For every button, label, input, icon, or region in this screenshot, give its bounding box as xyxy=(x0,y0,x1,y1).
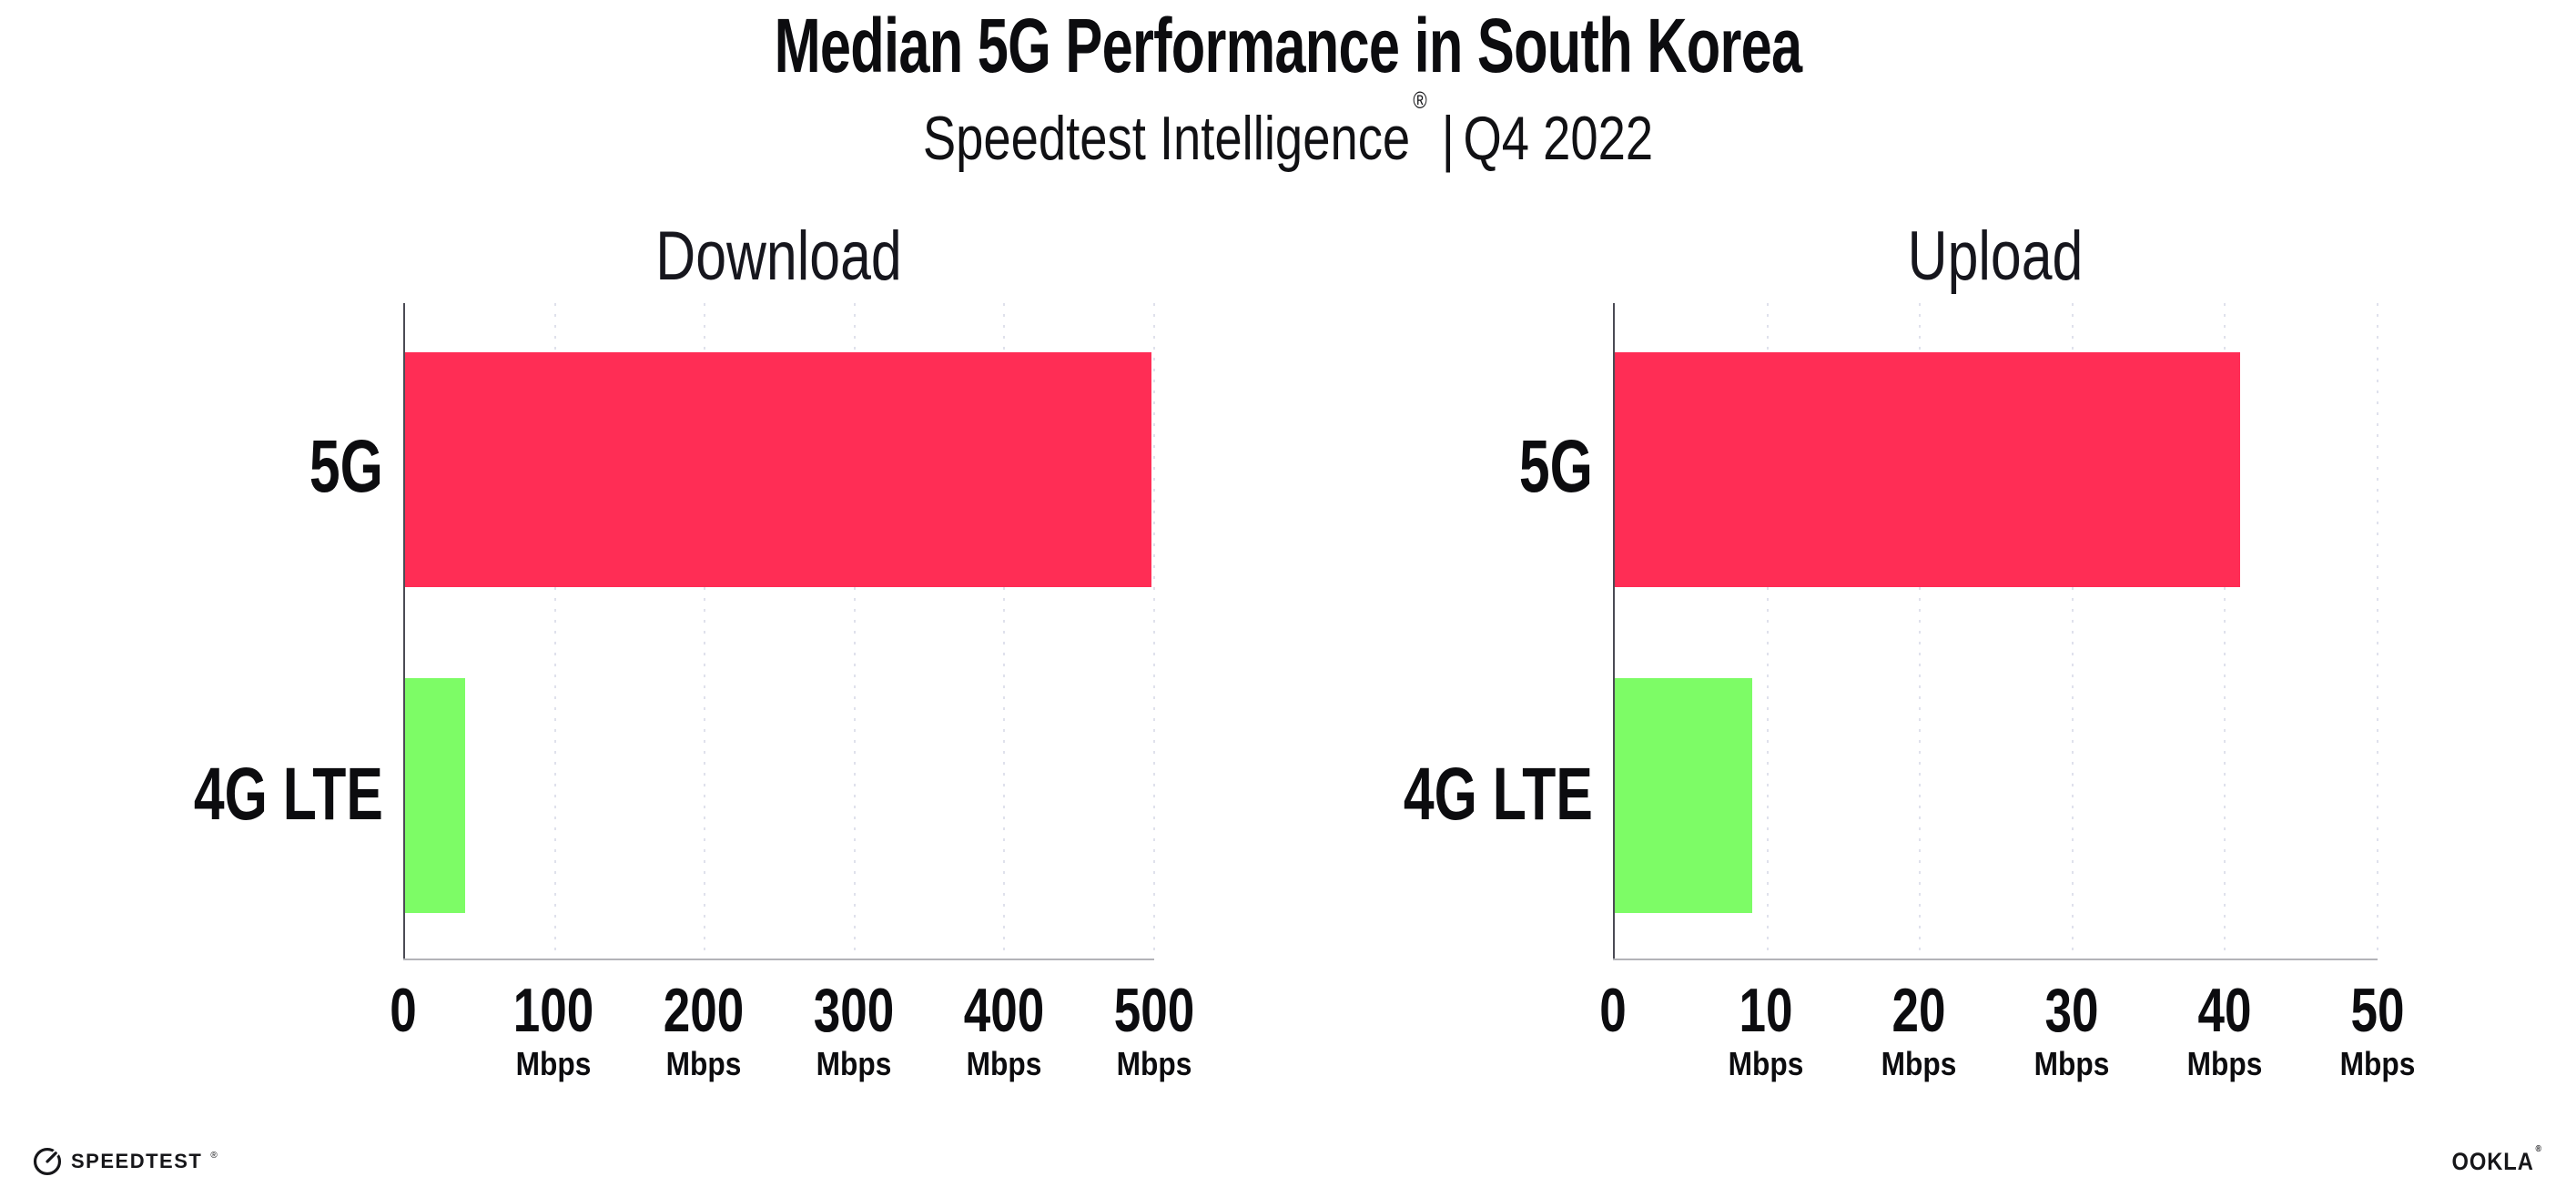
tick-unit: Mbps xyxy=(2339,1045,2416,1082)
charts-row: Download 5G 4G LTE 0 100 Mbps 200 Mbps 300 Mbps 40… xyxy=(0,218,2576,1095)
gridline-400 xyxy=(1003,303,1006,959)
category-label-5g: 5G xyxy=(309,425,383,508)
x-tick-300: 300 Mbps xyxy=(802,959,905,1081)
x-tick-200: 200 Mbps xyxy=(652,959,755,1081)
tick-value: 100 xyxy=(512,976,594,1045)
page-title: Median 5G Performance in South Korea xyxy=(774,3,1803,88)
tick-unit: Mbps xyxy=(1116,1045,1192,1082)
plot-area-download xyxy=(403,303,1155,960)
gridline-40 xyxy=(2224,303,2226,959)
bar-5g xyxy=(1615,352,2241,587)
gridline-10 xyxy=(1766,303,1769,959)
tick-value: 30 xyxy=(2044,976,2099,1045)
tick-unit: Mbps xyxy=(1728,1045,1804,1082)
category-label-5g: 5G xyxy=(1518,425,1593,508)
tick-unit: Mbps xyxy=(2033,1045,2110,1082)
header: Median 5G Performance in South Korea Spe… xyxy=(0,0,2576,173)
speedtest-gauge-icon xyxy=(33,1147,62,1176)
ookla-logo: OOKLA ® xyxy=(2451,1144,2542,1176)
subtitle-product: Speedtest Intelligence xyxy=(922,104,1411,173)
x-tick-0: 0 xyxy=(386,959,421,1041)
tick-unit: Mbps xyxy=(966,1045,1042,1082)
tick-value: 200 xyxy=(663,976,745,1045)
tick-value: 300 xyxy=(813,976,895,1045)
y-axis-labels: 5G 4G LTE xyxy=(167,303,403,959)
page-subtitle: Speedtest Intelligence® | Q4 2022 xyxy=(258,88,2318,173)
x-tick-500: 500 Mbps xyxy=(1102,959,1205,1081)
tick-value: 50 xyxy=(2350,976,2405,1045)
x-tick-400: 400 Mbps xyxy=(952,959,1055,1081)
tick-value: 500 xyxy=(1113,976,1195,1045)
plot-row-download: 5G 4G LTE xyxy=(167,303,1155,960)
x-tick-40: 40 Mbps xyxy=(2182,959,2267,1081)
bar-4g-lte xyxy=(1615,677,1752,913)
chart-title-text: Download xyxy=(655,218,902,295)
speedtest-logo-text: SPEEDTEST xyxy=(71,1150,203,1172)
x-tick-0: 0 xyxy=(1596,959,1630,1041)
gridline-100 xyxy=(553,303,556,959)
tick-value: 0 xyxy=(1599,976,1627,1045)
tick-unit: Mbps xyxy=(515,1045,592,1082)
plot-row-upload: 5G 4G LTE xyxy=(1376,303,2378,960)
subtitle-period: Q4 2022 xyxy=(1463,104,1654,173)
tick-unit: Mbps xyxy=(665,1045,742,1082)
gridline-50 xyxy=(2377,303,2378,959)
x-axis-download: 0 100 Mbps 200 Mbps 300 Mbps 400 Mbps 500 Mbps xyxy=(390,959,1194,1095)
chart-upload: Upload 5G 4G LTE 0 10 Mbps 20 Mbps 30 Mbps 40 Mbps 5… xyxy=(1376,218,2415,1095)
tick-value: 400 xyxy=(963,976,1045,1045)
tick-value: 0 xyxy=(390,976,417,1045)
chart-title-download: Download xyxy=(403,218,1154,295)
tick-unit: Mbps xyxy=(1881,1045,1957,1082)
chart-title-text: Upload xyxy=(1907,218,2084,295)
tick-value: 10 xyxy=(1739,976,1793,1045)
bar-5g xyxy=(405,352,1151,587)
speedtest-logo: SPEEDTEST ® xyxy=(32,1146,218,1177)
bar-4g-lte xyxy=(405,677,465,913)
speedtest-reg-mark: ® xyxy=(210,1150,218,1161)
gridline-200 xyxy=(704,303,706,959)
gridline-500 xyxy=(1153,303,1155,959)
x-tick-20: 20 Mbps xyxy=(1876,959,1962,1081)
footer: SPEEDTEST ® OOKLA ® xyxy=(32,1144,2542,1177)
subtitle-separator: | xyxy=(1441,104,1455,173)
gridline-300 xyxy=(853,303,856,959)
tick-value: 20 xyxy=(1891,976,1946,1045)
tick-value: 40 xyxy=(2197,976,2252,1045)
x-tick-100: 100 Mbps xyxy=(502,959,604,1081)
x-axis-upload: 0 10 Mbps 20 Mbps 30 Mbps 40 Mbps 50 Mbps xyxy=(1599,959,2415,1095)
gridline-20 xyxy=(1919,303,1922,959)
registered-trademark-mark: ® xyxy=(1413,86,1427,115)
x-tick-30: 30 Mbps xyxy=(2029,959,2115,1081)
ookla-logo-text: OOKLA xyxy=(2451,1147,2534,1175)
category-label-4g-lte: 4G LTE xyxy=(1403,753,1593,836)
tick-unit: Mbps xyxy=(2186,1045,2263,1082)
tick-unit: Mbps xyxy=(816,1045,892,1082)
plot-area-upload xyxy=(1613,303,2378,960)
x-tick-50: 50 Mbps xyxy=(2335,959,2420,1081)
chart-download: Download 5G 4G LTE 0 100 Mbps 200 Mbps 300 Mbps 40… xyxy=(167,218,1194,1095)
gridline-30 xyxy=(2071,303,2074,959)
y-axis-labels: 5G 4G LTE xyxy=(1376,303,1613,959)
chart-title-upload: Upload xyxy=(1613,218,2378,295)
x-tick-10: 10 Mbps xyxy=(1723,959,1809,1081)
ookla-reg-mark: ® xyxy=(2535,1143,2542,1154)
category-label-4g-lte: 4G LTE xyxy=(193,753,383,836)
